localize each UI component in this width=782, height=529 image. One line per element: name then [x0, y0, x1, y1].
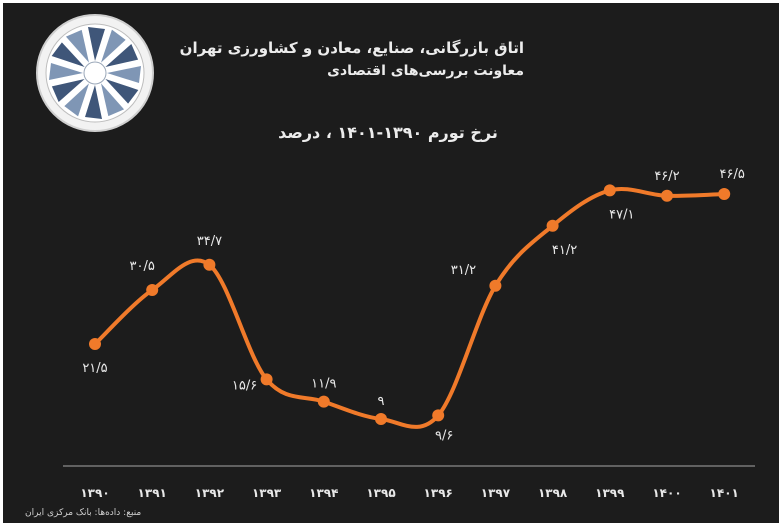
- data-label: ۲۱/۵: [82, 361, 107, 376]
- data-point: [261, 373, 273, 385]
- x-tick-label: ۱۳۹۴: [309, 486, 338, 500]
- data-point: [432, 409, 444, 421]
- data-point: [375, 413, 387, 425]
- series-line: [95, 189, 724, 427]
- data-label: ۹/۶: [435, 428, 453, 443]
- data-label: ۴۶/۵: [720, 167, 745, 182]
- data-label: ۱۵/۶: [232, 378, 257, 393]
- x-tick-label: ۱۳۹۵: [366, 486, 395, 500]
- data-point: [318, 396, 330, 408]
- x-tick-label: ۱۳۹۳: [252, 486, 282, 500]
- x-tick-label: ۱۳۹۱: [138, 486, 167, 500]
- data-label: ۴۷/۱: [609, 207, 634, 222]
- source-note: منبع: داده‌ها: بانک مرکزی ایران: [25, 508, 141, 518]
- x-tick-label: ۱۳۹۰: [80, 486, 109, 500]
- data-label: ۳۴/۷: [197, 234, 222, 249]
- data-label: ۳۱/۲: [451, 263, 476, 278]
- data-point: [489, 280, 501, 292]
- data-point: [203, 259, 215, 271]
- data-point: [547, 220, 559, 232]
- x-tick-label: ۱۳۹۹: [595, 486, 625, 500]
- x-tick-label: ۱۴۰۰: [652, 486, 681, 500]
- data-label: ۳۰/۵: [130, 259, 155, 274]
- x-tick-label: ۱۳۹۲: [195, 486, 225, 500]
- data-point: [661, 190, 673, 202]
- data-point: [89, 338, 101, 350]
- data-label: ۱۱/۹: [311, 377, 336, 392]
- chart-panel: اتاق بازرگانی، صنایع، معادن و کشاورزی ته…: [3, 3, 779, 523]
- data-label: ۴۱/۲: [552, 243, 577, 258]
- x-tick-label: ۱۳۹۶: [424, 486, 453, 500]
- x-tick-label: ۱۴۰۱: [710, 486, 739, 500]
- x-tick-label: ۱۳۹۷: [481, 486, 511, 500]
- x-tick-label: ۱۳۹۸: [538, 486, 568, 500]
- data-point: [718, 188, 730, 200]
- data-label: ۴۶/۲: [654, 169, 679, 184]
- data-label: ۹: [378, 394, 385, 409]
- data-point: [604, 184, 616, 196]
- data-point: [146, 284, 158, 296]
- line-chart: ۱۳۹۰ ۱۳۹۱ ۱۳۹۲ ۱۳۹۳ ۱۳۹۴ ۱۳۹۵ ۱۳۹۶ ۱۳۹۷ ۱۳۹۸ ۱۳۹۹…: [3, 3, 779, 523]
